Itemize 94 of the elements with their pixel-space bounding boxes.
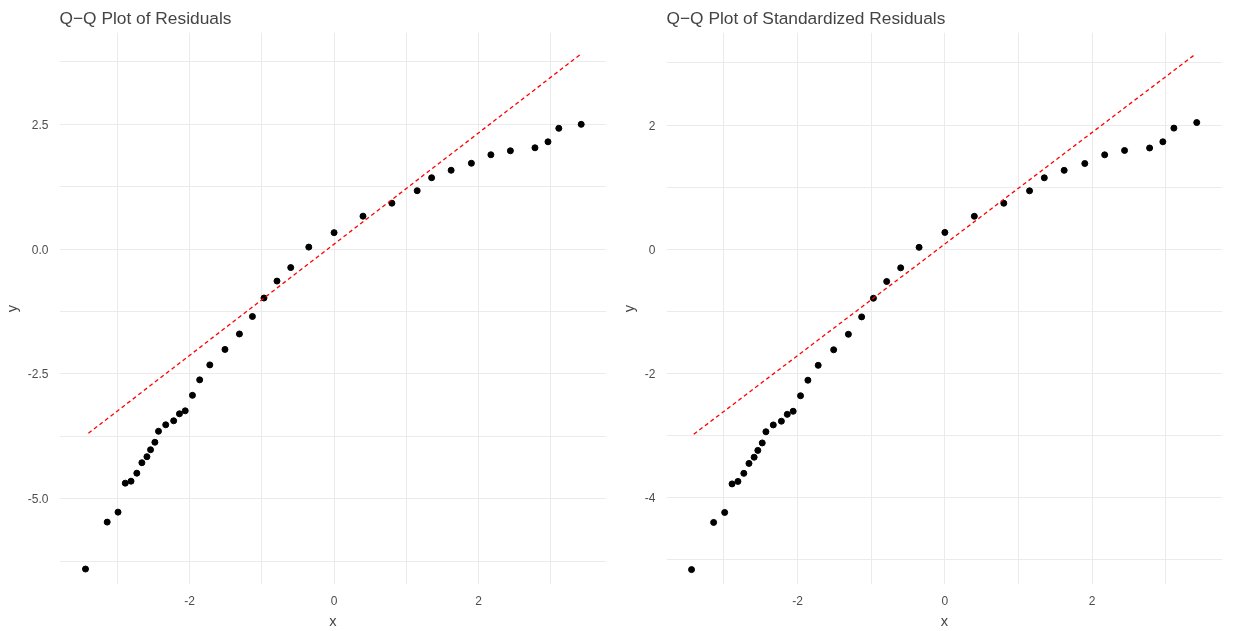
point — [127, 477, 135, 485]
point — [1146, 144, 1154, 152]
point — [273, 277, 281, 285]
point — [1060, 166, 1068, 174]
y-tick-label: 0.0 — [31, 242, 49, 257]
x-tick-label: 2 — [475, 593, 483, 608]
point — [544, 138, 552, 146]
point — [728, 480, 736, 488]
point — [147, 446, 155, 454]
point — [143, 453, 151, 461]
point — [688, 566, 696, 574]
point — [138, 459, 146, 467]
x-axis-title: x — [329, 612, 338, 629]
y-tick-label: -2 — [644, 366, 656, 381]
x-tick-label: -2 — [792, 593, 804, 608]
point — [305, 243, 313, 251]
point — [413, 187, 421, 195]
point — [181, 407, 189, 415]
y-tick-label: -5.0 — [27, 492, 49, 507]
point — [1170, 124, 1178, 132]
point — [248, 312, 256, 320]
point — [804, 376, 812, 384]
point — [721, 508, 729, 516]
point — [745, 459, 753, 467]
point — [789, 407, 797, 415]
point — [740, 469, 748, 477]
point — [758, 439, 766, 447]
point — [467, 159, 475, 167]
point — [1026, 187, 1034, 195]
point — [1159, 138, 1167, 146]
point — [769, 421, 777, 429]
y-tick-label: 2.5 — [31, 117, 49, 132]
x-tick-label: -2 — [184, 593, 196, 608]
y-tick-label: -4 — [644, 491, 656, 506]
point — [897, 264, 905, 272]
point — [221, 345, 229, 353]
chart-title: Q−Q Plot of Residuals — [59, 7, 232, 28]
point — [1101, 151, 1109, 159]
x-tick-label: 2 — [1088, 593, 1096, 608]
point — [797, 392, 805, 400]
point — [235, 330, 243, 338]
point — [196, 376, 204, 384]
y-tick-label: 2 — [648, 118, 656, 133]
point — [783, 410, 791, 418]
point — [555, 124, 563, 132]
point — [487, 151, 495, 159]
point — [754, 446, 762, 454]
point — [170, 417, 178, 425]
point — [133, 469, 141, 477]
point — [941, 228, 949, 236]
point — [206, 361, 214, 369]
point — [814, 361, 822, 369]
point — [750, 453, 758, 461]
point — [188, 391, 196, 399]
point — [762, 428, 770, 436]
point — [287, 264, 295, 272]
point — [710, 518, 718, 526]
y-axis-title: y — [3, 304, 20, 313]
point — [1081, 160, 1089, 168]
point — [1121, 146, 1129, 154]
y-tick-label: -2.5 — [27, 367, 49, 382]
point — [844, 330, 852, 338]
point — [82, 565, 90, 573]
point — [734, 477, 742, 485]
point — [1193, 119, 1201, 127]
point — [428, 174, 436, 182]
point — [154, 427, 162, 435]
point — [103, 518, 111, 526]
point — [577, 120, 585, 128]
point — [175, 410, 183, 418]
point — [506, 147, 514, 155]
point — [388, 199, 396, 207]
point — [531, 144, 539, 152]
x-tick-label: 0 — [941, 593, 949, 608]
point — [830, 346, 838, 354]
point — [330, 229, 338, 237]
point — [915, 243, 923, 251]
point — [1000, 199, 1008, 207]
point — [114, 508, 122, 516]
point — [359, 212, 367, 220]
point — [162, 421, 170, 429]
point — [1040, 174, 1048, 182]
x-axis-title: x — [940, 612, 949, 629]
y-axis-title: y — [620, 304, 637, 313]
chart-title: Q−Q Plot of Standardized Residuals — [666, 7, 946, 28]
point — [121, 479, 129, 487]
point — [151, 438, 159, 446]
point — [447, 166, 455, 174]
point — [858, 313, 866, 321]
point — [970, 212, 978, 220]
point — [777, 417, 785, 425]
y-tick-label: 0 — [648, 242, 656, 257]
point — [883, 278, 891, 285]
x-tick-label: 0 — [330, 593, 338, 608]
